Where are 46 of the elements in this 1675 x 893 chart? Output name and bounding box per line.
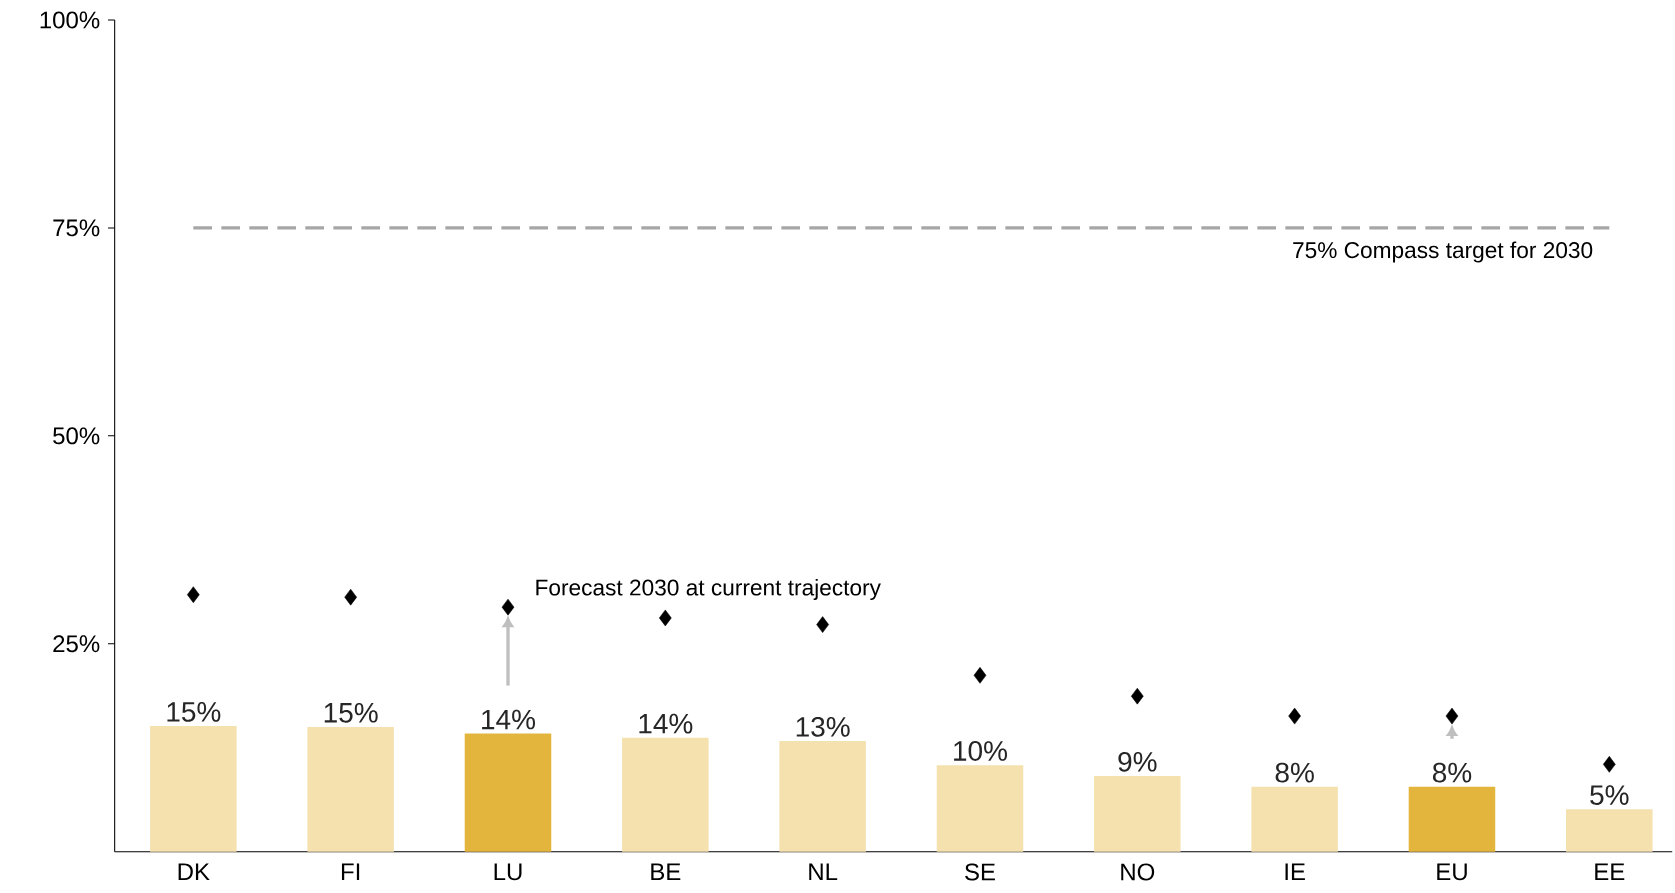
x-tick-label: DK <box>178 863 210 880</box>
data-label: 10% <box>954 741 1007 761</box>
bar <box>1251 786 1338 852</box>
point <box>1131 687 1144 705</box>
x-tick-label: NO <box>1121 863 1155 881</box>
data-label: 8% <box>1275 762 1314 783</box>
y-tick-label: 50% <box>53 427 100 445</box>
y-tick-label: 25% <box>53 635 100 653</box>
point <box>1288 707 1301 725</box>
point <box>1603 756 1616 773</box>
bar <box>150 726 237 852</box>
data-label: 15% <box>167 702 221 722</box>
x-tick-label: EU <box>1437 863 1467 881</box>
data-label: 9% <box>1118 751 1157 772</box>
data-label: 8% <box>1432 762 1472 783</box>
bar <box>1408 786 1496 852</box>
point <box>187 586 200 603</box>
y-tick-label: 75% <box>53 219 100 237</box>
data-label: 13% <box>796 716 850 737</box>
x-tick-label: SE <box>965 863 995 881</box>
point <box>1445 707 1459 725</box>
point <box>659 609 672 627</box>
point <box>816 616 829 633</box>
point <box>501 598 515 616</box>
y-tick-label: 100% <box>40 11 100 29</box>
point <box>973 667 987 684</box>
x-tick-label: EE <box>1595 863 1625 880</box>
bar <box>307 726 394 852</box>
x-tick-label: BE <box>651 863 681 880</box>
bar <box>464 733 552 852</box>
annotation: Forecast 2030 at current trajectory <box>536 578 881 601</box>
x-tick-label: FI <box>341 863 360 880</box>
data-label: 15% <box>324 702 378 723</box>
data-label: 5% <box>1590 785 1629 805</box>
bar <box>1094 775 1181 852</box>
bar <box>779 741 866 852</box>
x-tick-label: LU <box>494 863 522 881</box>
data-label: 14% <box>639 713 693 734</box>
data-label: 14% <box>482 709 536 730</box>
point <box>344 588 357 606</box>
bar <box>622 737 709 852</box>
x-tick-label: IE <box>1285 863 1305 880</box>
ref-line-label: 75% Compass target for 2030 <box>1293 241 1593 263</box>
bar <box>1566 809 1653 852</box>
bar <box>936 765 1024 852</box>
x-tick-label: NL <box>809 863 838 880</box>
